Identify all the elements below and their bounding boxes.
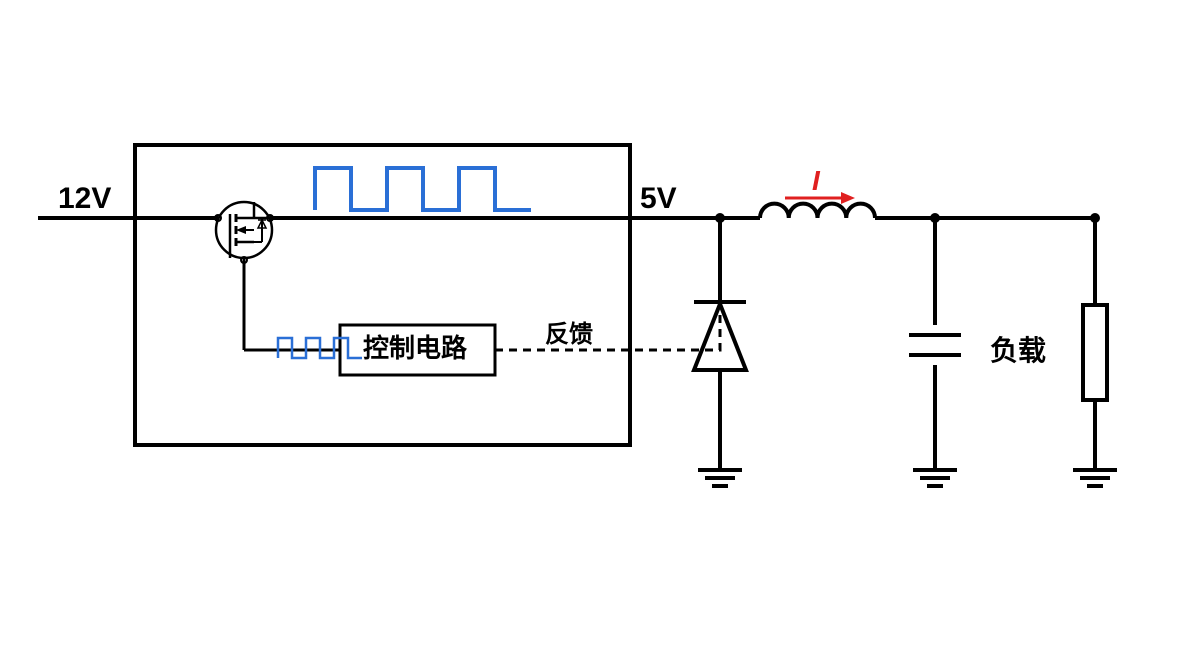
vout-label: 5V <box>640 182 677 215</box>
pwm-waveform-output <box>315 168 531 210</box>
feedback-label: 反馈 <box>545 321 593 348</box>
control-label: 控制电路 <box>363 333 468 363</box>
current-arrow <box>785 192 855 204</box>
feedback-path <box>495 224 720 350</box>
inductor-symbol <box>760 204 875 218</box>
ground-symbol <box>1073 470 1117 486</box>
ground-symbol <box>913 470 957 486</box>
current-label: I <box>812 165 821 196</box>
ground-symbol <box>698 470 742 486</box>
load-label: 负载 <box>990 335 1046 366</box>
load-symbol <box>1083 305 1107 400</box>
circuit-diagram: 12V 5V I 控制电路 反馈 负载 <box>0 0 1180 664</box>
mosfet-symbol <box>215 202 273 263</box>
regulator-box <box>135 145 630 445</box>
vin-label: 12V <box>58 182 111 215</box>
capacitor-symbol <box>909 335 961 355</box>
